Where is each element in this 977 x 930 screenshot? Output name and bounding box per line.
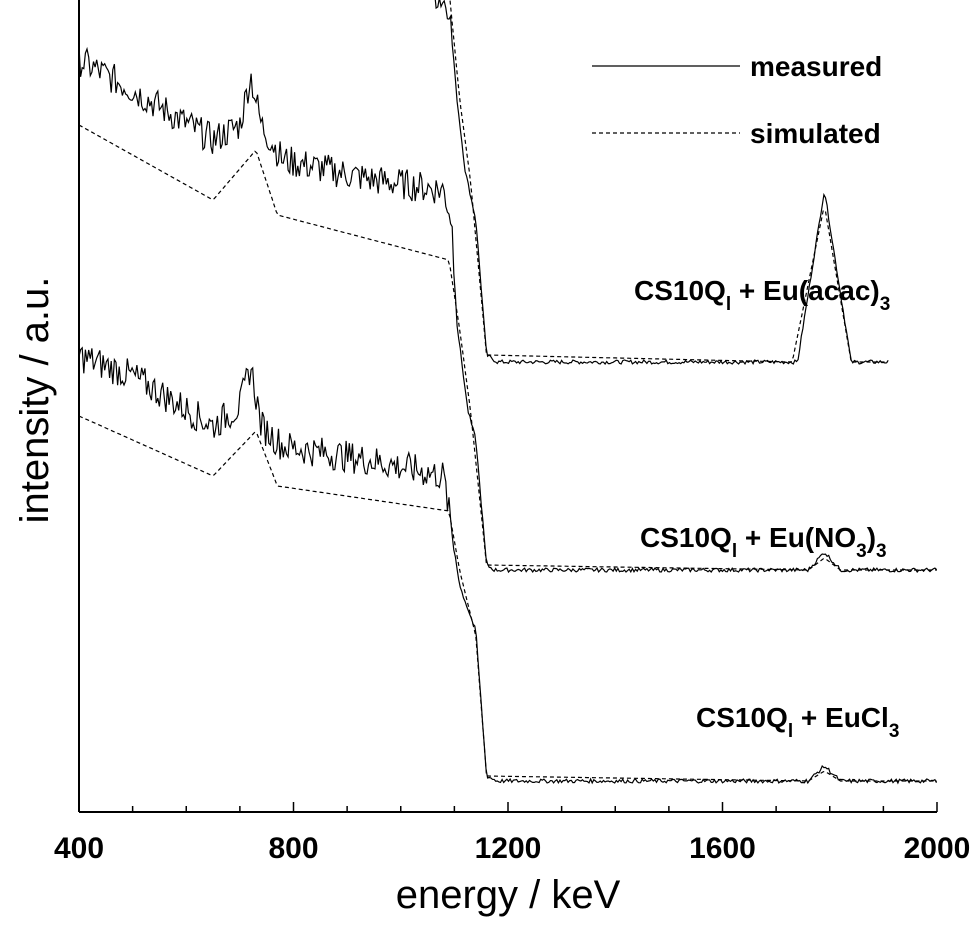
measured-line-3 bbox=[78, 346, 938, 785]
legend-measured-label: measured bbox=[750, 51, 882, 82]
x-tick-label-2000: 2000 bbox=[904, 832, 971, 865]
series-label-cl: CS10Ql + EuCl3 bbox=[696, 702, 899, 742]
series-layer bbox=[78, 0, 938, 785]
x-tick-layer: 400 800 1200 1600 2000 bbox=[54, 802, 970, 865]
series-label-no3: CS10Ql + Eu(NO3)3 bbox=[640, 522, 887, 562]
x-axis-title: energy / keV bbox=[396, 873, 621, 917]
x-tick-label-800: 800 bbox=[268, 832, 318, 865]
y-axis-title: intensity / a.u. bbox=[13, 277, 57, 524]
simulated-line-3 bbox=[78, 415, 937, 782]
legend-simulated-label: simulated bbox=[750, 118, 881, 149]
series-label-acac: CS10Ql + Eu(acac)3 bbox=[634, 275, 890, 315]
measured-line-2 bbox=[78, 45, 937, 574]
measured-line-1 bbox=[434, 0, 889, 366]
legend: measured simulated bbox=[592, 51, 882, 149]
x-tick-label-1600: 1600 bbox=[689, 832, 756, 865]
x-tick-label-1200: 1200 bbox=[475, 832, 542, 865]
x-tick-label-400: 400 bbox=[54, 832, 104, 865]
